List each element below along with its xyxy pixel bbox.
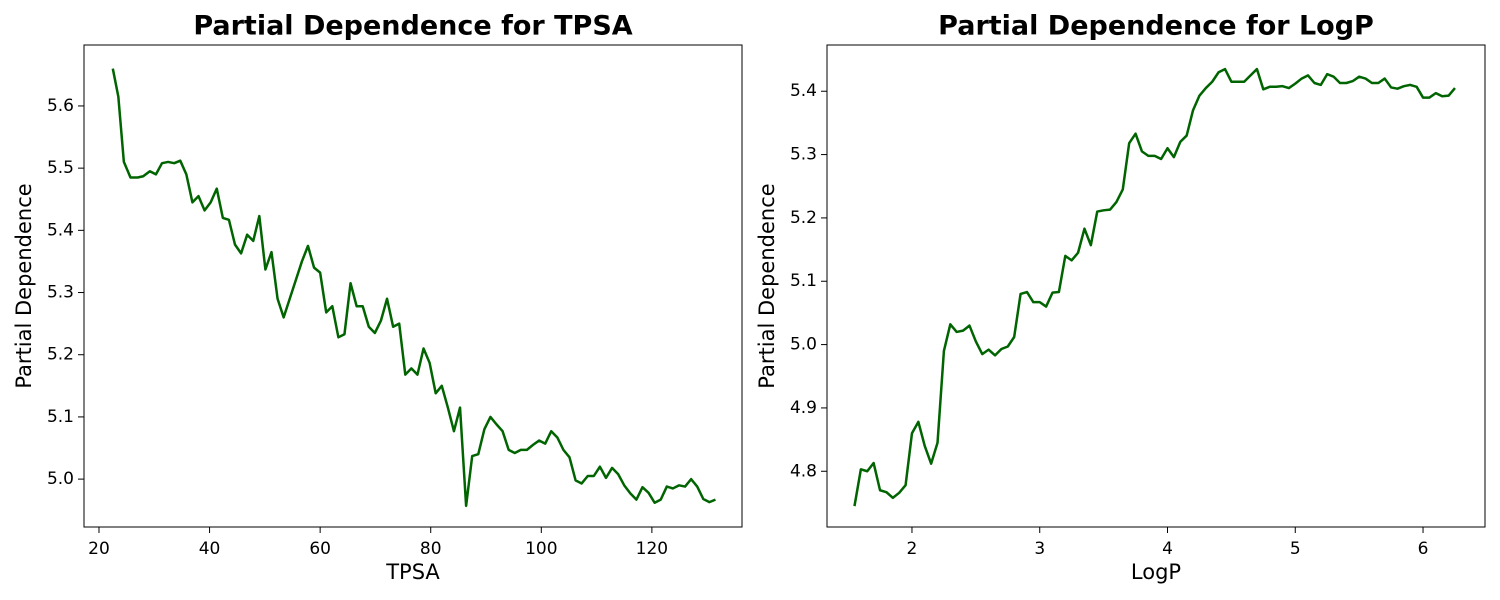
plot-frame [83, 44, 743, 528]
y-tick-label: 5.4 [790, 81, 817, 101]
x-axis-label: LogP [1131, 560, 1181, 584]
y-tick-label: 5.2 [790, 208, 817, 228]
y-tick-label: 5.0 [47, 469, 74, 489]
x-tick-label: 4 [1162, 539, 1173, 559]
y-tick-label: 5.4 [47, 220, 74, 240]
x-tick-label: 6 [1418, 539, 1429, 559]
x-tick-label: 5 [1290, 539, 1301, 559]
data-line [111, 68, 716, 508]
chart-title: Partial Dependence for LogP [938, 11, 1374, 42]
x-tick-label: 80 [420, 539, 442, 559]
x-tick-label: 2 [907, 539, 918, 559]
x-tick-label: 40 [199, 539, 221, 559]
x-tick-label: 3 [1034, 539, 1045, 559]
y-tick-label: 5.3 [47, 283, 74, 303]
y-tick-label: 4.9 [790, 398, 817, 418]
y-axis-label: Partial Dependence [755, 183, 779, 388]
y-axis-label: Partial Dependence [12, 183, 36, 388]
y-tick-label: 5.0 [790, 335, 817, 355]
y-tick-label: 5.6 [47, 96, 74, 116]
y-tick-label: 5.5 [47, 158, 74, 178]
x-axis-label: TPSA [385, 560, 440, 584]
data-line [853, 67, 1456, 507]
x-tick-label: 20 [88, 539, 110, 559]
y-tick-label: 5.1 [47, 407, 74, 427]
x-tick-label: 120 [636, 539, 668, 559]
chart-title: Partial Dependence for TPSA [193, 11, 632, 42]
y-tick-label: 5.1 [790, 271, 817, 291]
plot-frame [826, 44, 1486, 528]
y-tick-label: 5.2 [47, 345, 74, 365]
y-tick-label: 5.3 [790, 145, 817, 165]
x-tick-label: 100 [525, 539, 557, 559]
y-tick-label: 4.8 [790, 461, 817, 481]
x-tick-label: 60 [309, 539, 331, 559]
